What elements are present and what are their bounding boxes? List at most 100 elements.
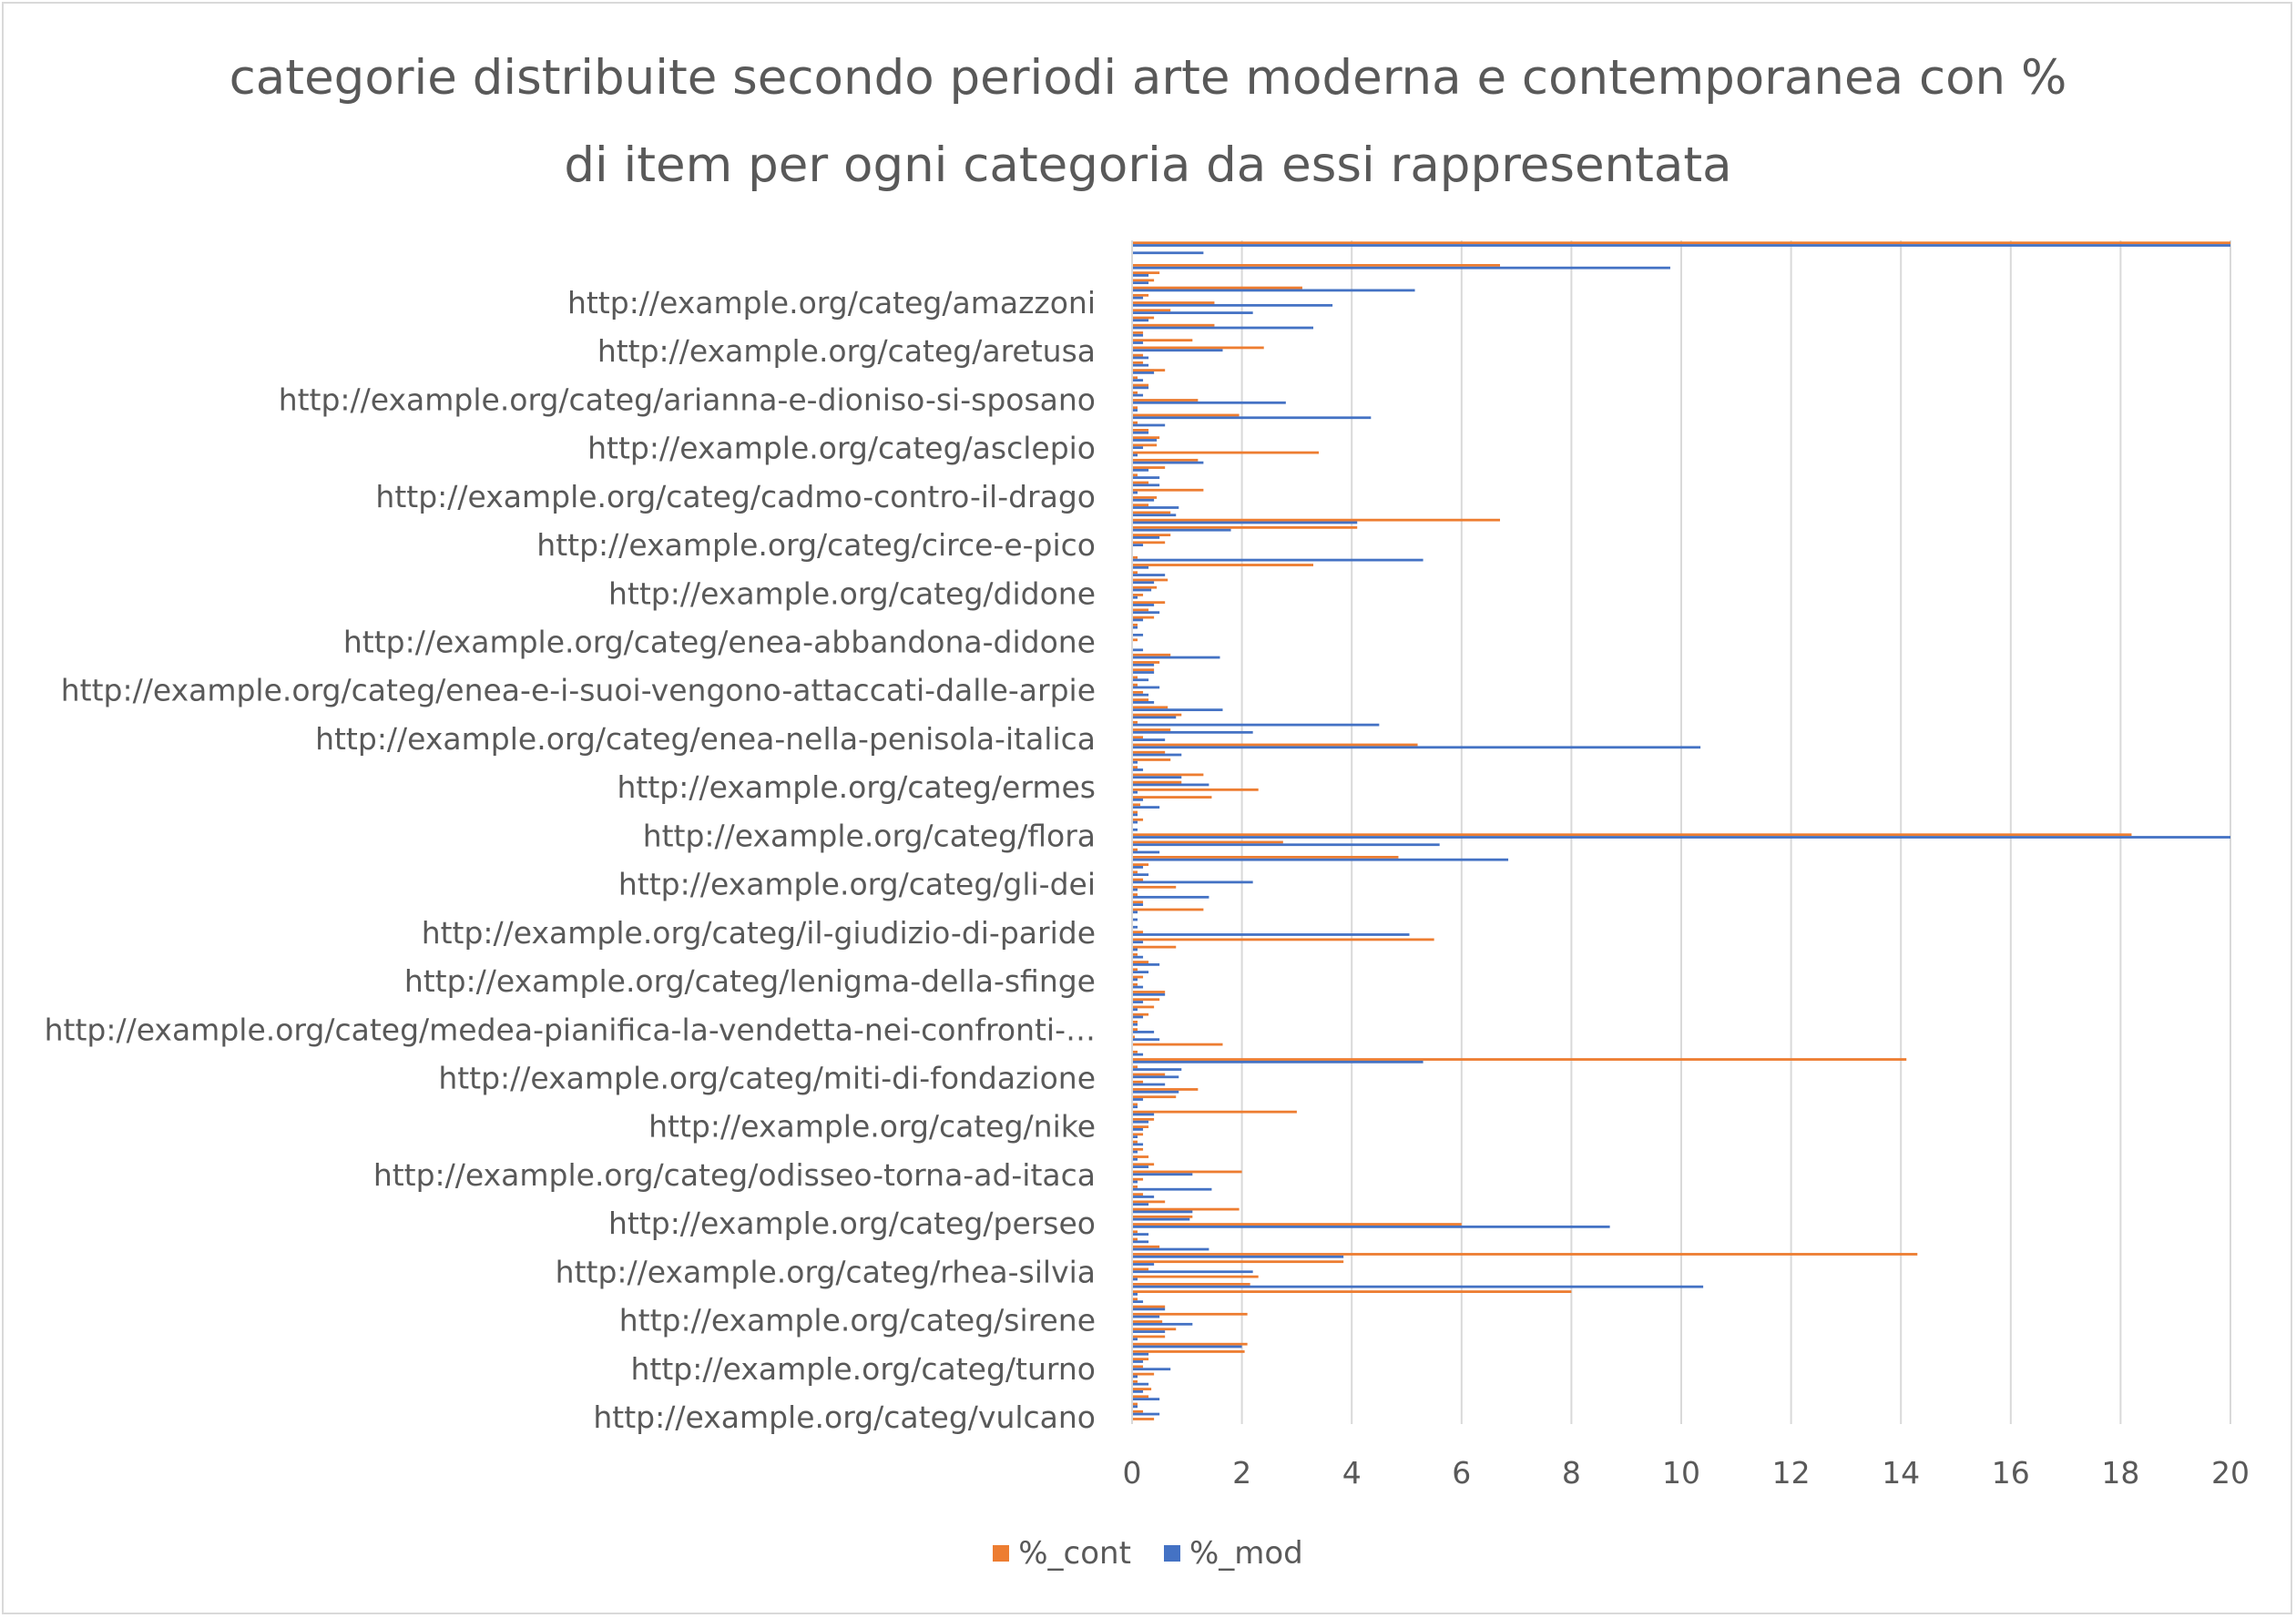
bar-mod: [1132, 888, 1138, 891]
bar-cont: [1132, 1230, 1138, 1234]
bar-cont: [1132, 810, 1138, 814]
bar-cont: [1132, 1193, 1144, 1196]
bar-mod: [1132, 461, 1204, 464]
bar-cont: [1132, 1282, 1250, 1286]
bar-mod: [1132, 836, 2230, 839]
bar-mod: [1132, 333, 1144, 337]
bar-cont: [1132, 991, 1166, 993]
bar-cont: [1132, 713, 1182, 717]
bar-mod: [1132, 1031, 1155, 1033]
bar-mod: [1132, 820, 1138, 824]
bar-mod: [1132, 1255, 1344, 1258]
bar-cont: [1132, 555, 1138, 559]
bar-mod: [1132, 918, 1138, 921]
bar-cont: [1132, 1005, 1155, 1009]
bar-mod: [1132, 985, 1144, 989]
bar-cont: [1132, 736, 1144, 739]
bar-mod: [1132, 873, 1149, 877]
bar-cont: [1132, 1058, 1907, 1061]
bar-cont: [1132, 1215, 1193, 1218]
bar-cont: [1132, 1418, 1155, 1420]
bar-mod: [1132, 648, 1144, 652]
bar-mod: [1132, 1135, 1138, 1139]
bar-cont: [1132, 585, 1158, 589]
category-label: http://example.org/categ/aretusa: [597, 333, 1096, 369]
legend-label-mod: %_mod: [1189, 1535, 1303, 1572]
bar-cont: [1132, 1110, 1297, 1114]
bar-cont: [1132, 241, 2230, 245]
bar-cont: [1132, 601, 1166, 605]
bar-mod: [1132, 296, 1144, 300]
x-tick-labels: 0 2 4 6 8 10 12 14 16 18 20: [1123, 1455, 2250, 1491]
bars: [1132, 241, 2230, 1420]
bar-mod: [1132, 656, 1220, 659]
category-label: http://example.org/categ/asclepio: [587, 431, 1096, 466]
category-label: http://example.org/categ/flora: [643, 818, 1096, 853]
bar-cont: [1132, 1028, 1138, 1032]
bar-mod: [1132, 595, 1138, 599]
bar-mod: [1132, 1375, 1138, 1379]
bar-cont: [1132, 653, 1171, 656]
bar-mod: [1132, 633, 1144, 636]
bar-mod: [1132, 611, 1160, 615]
bar-cont: [1132, 301, 1215, 304]
category-label: http://example.org/categ/enea-abbandona-…: [343, 625, 1096, 660]
bar-cont: [1132, 1155, 1149, 1158]
category-label: http://example.org/categ/didone: [608, 575, 1096, 611]
bar-cont: [1132, 945, 1177, 949]
bar-cont: [1132, 1133, 1144, 1136]
bar-cont: [1132, 1095, 1177, 1099]
x-tick-label: 10: [1662, 1455, 1700, 1491]
bar-cont: [1132, 1073, 1166, 1076]
bar-mod: [1132, 1038, 1160, 1042]
bar-cont: [1132, 286, 1302, 290]
bar-cont: [1132, 1223, 1462, 1226]
bar-mod: [1132, 678, 1149, 682]
bar-mod: [1132, 866, 1144, 869]
bar-mod: [1132, 783, 1209, 787]
bar-cont: [1132, 1043, 1223, 1046]
bar-mod: [1132, 409, 1138, 412]
bar-cont: [1132, 331, 1144, 334]
category-label: http://example.org/categ/odisseo-torna-a…: [373, 1157, 1096, 1193]
bar-mod: [1132, 401, 1286, 404]
bar-mod: [1132, 311, 1253, 314]
bar-mod: [1132, 1360, 1144, 1363]
bar-cont: [1132, 728, 1171, 731]
bar-mod: [1132, 663, 1155, 667]
bar-cont: [1132, 1080, 1144, 1084]
bar-cont: [1132, 938, 1434, 941]
bar-cont: [1132, 848, 1138, 851]
bar-cont: [1132, 720, 1138, 724]
bar-mod: [1132, 798, 1144, 801]
x-tick-label: 0: [1123, 1455, 1142, 1491]
bar-cont: [1132, 1267, 1149, 1271]
bar-mod: [1132, 1015, 1144, 1019]
category-label: http://example.org/categ/circe-e-pico: [536, 527, 1096, 563]
bar-mod: [1132, 738, 1166, 741]
bar-cont: [1132, 1260, 1344, 1264]
bar-mod: [1132, 1338, 1138, 1341]
chart-title: categorie distribuite secondo periodi ar…: [0, 35, 2296, 209]
bar-mod: [1132, 544, 1144, 547]
bar-mod: [1132, 903, 1144, 906]
bar-mod: [1132, 416, 1372, 420]
bar-cont: [1132, 1147, 1144, 1151]
bar-mod: [1132, 1277, 1138, 1281]
bar-cont: [1132, 698, 1149, 702]
bar-cont: [1132, 1342, 1248, 1346]
bar-mod: [1132, 363, 1149, 367]
bar-mod: [1132, 776, 1182, 779]
bar-mod: [1132, 483, 1160, 487]
bar-cont: [1132, 293, 1149, 297]
category-label: http://example.org/categ/enea-nella-peni…: [315, 721, 1096, 757]
bar-cont: [1132, 571, 1138, 575]
bar-mod: [1132, 423, 1166, 427]
bar-cont: [1132, 1177, 1144, 1181]
bar-cont: [1132, 931, 1144, 934]
bar-cont: [1132, 982, 1138, 986]
bar-cont: [1132, 525, 1358, 529]
bar-cont: [1132, 780, 1182, 784]
category-label: http://example.org/categ/il-giudizio-di-…: [422, 915, 1096, 951]
bar-cont: [1132, 1328, 1177, 1331]
